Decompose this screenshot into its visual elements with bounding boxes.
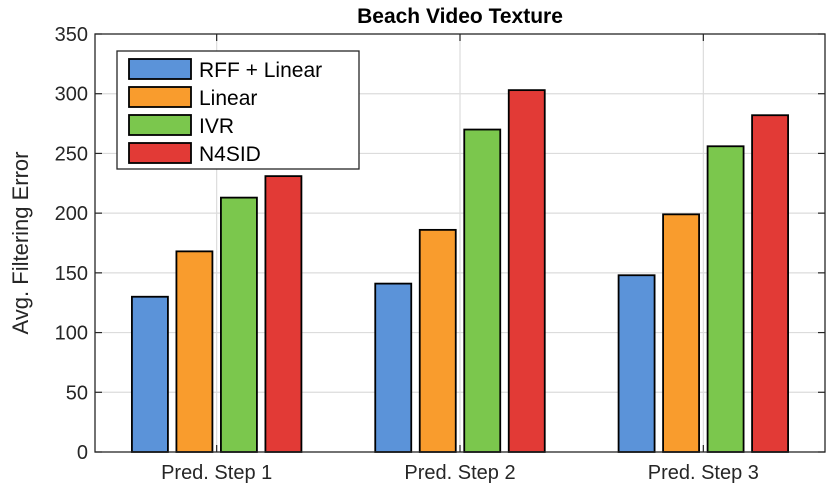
bar-linear-2	[418, 228, 457, 453]
y-tick-label: 200	[55, 203, 88, 225]
x-tick-label: Pred. Step 2	[404, 462, 515, 484]
y-axis-ticks: 0 50 100 150 200 250 300 350	[55, 24, 825, 464]
bar-linear-1	[175, 250, 214, 453]
bar-ivr-1	[220, 196, 258, 453]
bar-linear-3	[662, 213, 700, 453]
y-axis-title: Avg. Filtering Error	[8, 152, 33, 335]
legend-swatch	[128, 58, 192, 80]
legend: RFF + Linear Linear IVR N4SID	[116, 50, 360, 170]
bar-n4sid-3	[751, 114, 789, 453]
legend-swatch	[128, 142, 192, 164]
bar-rff-linear-3	[617, 274, 656, 453]
bar-ivr-3	[706, 145, 745, 453]
y-tick-label: 50	[66, 382, 88, 404]
y-tick-label: 350	[55, 24, 88, 46]
bar-n4sid-2	[507, 89, 546, 453]
x-axis-ticks: Pred. Step 1 Pred. Step 2 Pred. Step 3	[161, 34, 759, 484]
x-tick-label: Pred. Step 3	[648, 462, 759, 484]
grid-lines	[95, 34, 825, 452]
legend-swatch	[128, 86, 192, 108]
bar-ivr-2	[463, 128, 502, 453]
x-tick-label: Pred. Step 1	[161, 462, 272, 484]
chart-title: Beach Video Texture	[357, 5, 563, 28]
legend-swatch	[128, 114, 192, 136]
y-tick-label: 150	[55, 263, 88, 285]
legend-label: Linear	[199, 87, 257, 110]
legend-label: IVR	[199, 115, 234, 138]
y-tick-label: 300	[55, 84, 88, 106]
y-tick-label: 250	[55, 143, 88, 165]
bar-rff-linear-2	[374, 282, 413, 453]
bar-n4sid-1	[264, 175, 303, 453]
legend-label: RFF + Linear	[199, 59, 322, 82]
y-tick-label: 100	[55, 323, 88, 345]
bar-rff-linear-1	[131, 295, 169, 453]
legend-label: N4SID	[199, 143, 261, 166]
bars-group	[131, 89, 789, 453]
y-tick-label: 0	[77, 442, 88, 464]
